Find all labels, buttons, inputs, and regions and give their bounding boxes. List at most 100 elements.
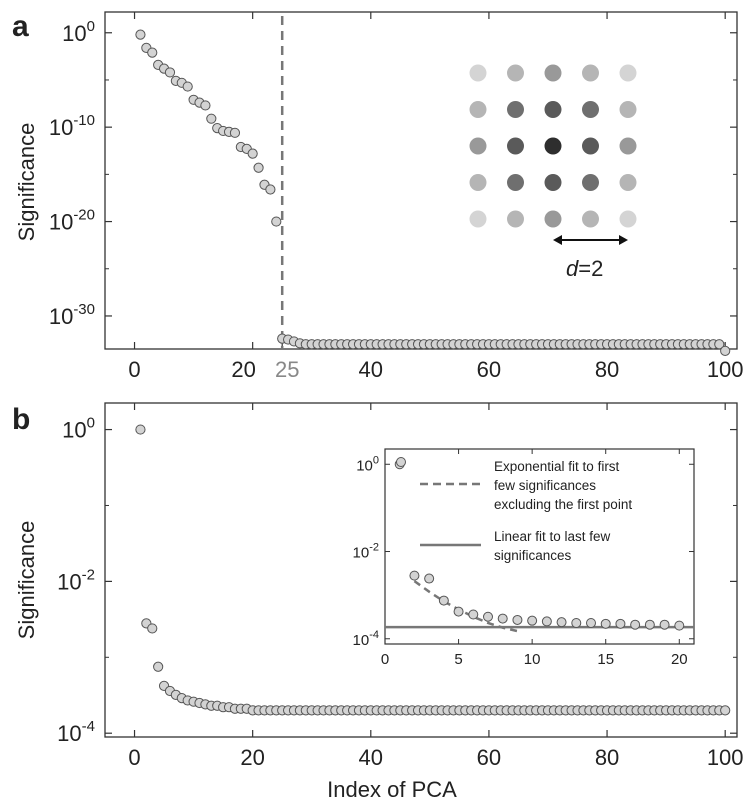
panel-a-points <box>135 29 731 356</box>
inset-point <box>541 616 552 627</box>
panel-a-xtick-label: 40 <box>359 357 383 382</box>
grid-dot <box>507 101 524 118</box>
grid-dot <box>582 64 599 82</box>
inset-point <box>571 617 582 628</box>
inset-point <box>674 620 685 631</box>
panel-b-ytick-label: 10-2 <box>57 566 95 594</box>
panel-a-point <box>206 113 217 124</box>
panel-a-ytick-label: 100 <box>62 18 95 46</box>
grid-dot <box>619 101 637 118</box>
grid-dot <box>544 101 562 118</box>
panel-a-ytick-label: 10-20 <box>49 207 95 235</box>
inset-point <box>468 609 479 620</box>
inset-point <box>438 595 449 606</box>
inset-point <box>409 570 420 581</box>
inset-ytick-label: 10-4 <box>353 629 379 649</box>
panel-a-xtick-label: 80 <box>595 357 619 382</box>
inset-point <box>512 614 523 625</box>
panel-b-xlabel: Index of PCA <box>327 777 457 802</box>
panel-a-point <box>247 148 258 159</box>
panel-b-point <box>153 661 164 672</box>
distance-label: d=2 <box>566 256 603 281</box>
panel-a-point <box>182 81 193 92</box>
panel-b-xtick-label: 60 <box>477 745 501 770</box>
panel-a-xtick-label: 20 <box>231 357 255 382</box>
grid-dot <box>619 174 637 191</box>
panel-a-point <box>271 216 282 227</box>
inset-point <box>644 619 655 630</box>
grid-dot <box>507 174 524 191</box>
inset-point <box>527 615 538 626</box>
panel-a-ylabel: Significance <box>14 123 39 242</box>
panel-b-ytick-label: 100 <box>62 415 95 443</box>
inset-xtick-label: 15 <box>597 651 614 668</box>
inset-ticks: 0 5 10 15 20 100 10-2 10-4 <box>353 449 694 668</box>
grid-dot <box>469 101 487 118</box>
distance-arrow <box>553 235 628 245</box>
legend-item-exp-line2: few significances <box>494 478 596 493</box>
panel-a: 0 20 40 60 80 100 25 100 10-10 10-20 10-30 Signifi… <box>14 11 744 382</box>
legend-item-exp-line1: Exponential fit to first <box>494 459 620 474</box>
panel-a-xtick-label: 100 <box>707 357 744 382</box>
inset-ytick-label: 10-2 <box>353 542 379 562</box>
inset-point <box>659 619 670 630</box>
inset-points <box>394 459 685 631</box>
grid-dot <box>582 101 599 118</box>
panel-a-xtick-label: 0 <box>128 357 140 382</box>
grid-dot <box>582 174 599 191</box>
inset-xtick-label: 5 <box>454 651 462 668</box>
grid-dot <box>544 64 562 82</box>
inset-xtick-label: 0 <box>381 651 389 668</box>
grid-dot <box>507 210 524 228</box>
inset-point <box>615 618 626 629</box>
inset-frame <box>384 448 695 645</box>
panel-b-xtick-label: 40 <box>359 745 383 770</box>
grid-dot <box>469 64 487 82</box>
legend-marker-data <box>396 457 406 467</box>
grid-dot <box>469 137 487 155</box>
inset-legend: Exponential fit to first few significanc… <box>396 457 632 563</box>
inset-point <box>453 606 464 617</box>
panel-a-point <box>147 47 158 58</box>
inset-point <box>497 613 508 624</box>
panel-a-ytick-label: 10-30 <box>49 301 95 329</box>
panel-a-xtick-label: 60 <box>477 357 501 382</box>
panel-a-point <box>714 339 725 350</box>
grid-dot <box>469 174 487 191</box>
inset-point <box>556 617 567 628</box>
grid-dot <box>507 137 524 155</box>
panel-a-frame <box>104 11 738 350</box>
grid-dot <box>619 210 637 228</box>
panel-b-frame <box>104 402 738 738</box>
panel-b-point <box>135 424 146 435</box>
legend-item-exp-line3: excluding the first point <box>494 497 632 512</box>
inset-point <box>630 619 641 630</box>
panel-a-point <box>229 127 241 138</box>
panel-a-ticks: 0 20 40 60 80 100 25 100 10-10 10-20 10-30 <box>49 12 744 382</box>
panel-a-inset-grid <box>469 64 637 228</box>
grid-dot <box>619 64 637 82</box>
panel-b-xtick-label: 100 <box>707 745 744 770</box>
inset-fit-lines <box>385 580 694 633</box>
panel-b-letter: b <box>12 403 30 436</box>
panel-a-point <box>164 67 176 78</box>
panel-a-xtick-label-extra: 25 <box>275 357 299 382</box>
inset-xtick-label: 10 <box>524 651 541 668</box>
panel-a-point <box>265 184 276 195</box>
panel-a-letter: a <box>12 10 29 43</box>
grid-dot <box>619 137 637 155</box>
panel-b-xtick-label: 20 <box>240 745 264 770</box>
panel-a-point <box>200 100 211 111</box>
grid-dot <box>544 174 562 191</box>
grid-dot <box>469 210 487 228</box>
panel-b-point <box>720 705 731 716</box>
panel-a-ytick-label: 10-10 <box>49 112 95 140</box>
inset-ytick-label: 100 <box>356 454 379 474</box>
panel-b-xtick-label: 0 <box>128 745 140 770</box>
grid-dot <box>544 210 562 228</box>
inset-point <box>586 617 596 628</box>
panel-b-xtick-label: 80 <box>595 745 619 770</box>
grid-dot <box>582 210 599 228</box>
